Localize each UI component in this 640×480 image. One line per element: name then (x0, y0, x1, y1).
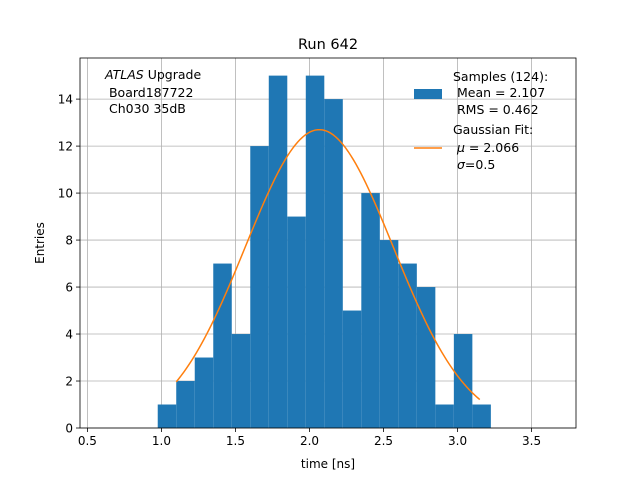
histogram-bar (453, 334, 473, 428)
legend-mu-italic: μ (456, 140, 465, 155)
histogram-bar (287, 216, 306, 428)
x-tick-label: 2.0 (300, 434, 319, 448)
legend-sigma-italic: σ (457, 157, 466, 172)
histogram-bar (268, 75, 288, 428)
legend-fit-title: Gaussian Fit: (453, 122, 533, 137)
legend: Samples (124): Mean = 2.107 RMS = 0.462 … (414, 69, 548, 172)
y-tick-label: 12 (58, 139, 73, 153)
y-tick-label: 14 (58, 92, 73, 106)
annotation-line-2: Board187722 (105, 85, 193, 100)
histogram-bar (379, 240, 399, 428)
histogram-bar (435, 404, 454, 428)
annotation-line-1: ATLAS Upgrade (104, 67, 201, 82)
legend-samples-patch (414, 89, 442, 99)
legend-mu-value: = 2.066 (465, 140, 519, 155)
y-tick-label: 8 (65, 233, 73, 247)
legend-samples-mean: Mean = 2.107 (453, 85, 545, 100)
legend-samples-rms: RMS = 0.462 (453, 102, 539, 117)
x-tick-label: 3.5 (522, 434, 541, 448)
y-tick-label: 10 (58, 186, 73, 200)
plot-frame (79, 57, 577, 429)
y-tick-label: 6 (65, 280, 73, 294)
x-tick-label: 0.5 (78, 434, 97, 448)
y-axis-label: Entries (33, 222, 47, 264)
y-tick-label: 0 (65, 421, 73, 435)
histogram-bar (398, 263, 417, 428)
y-tick-label: 2 (65, 374, 73, 388)
histogram-bar (342, 310, 362, 428)
chart-title: Run 642 (298, 37, 358, 53)
histogram-bar (194, 357, 214, 428)
histogram-bar (361, 193, 380, 428)
x-axis-label: time [ns] (301, 457, 355, 471)
annotation-line-3: Ch030 35dB (105, 101, 186, 116)
y-tick-label: 4 (65, 327, 73, 341)
atlas-annotation: ATLAS Upgrade Board187722 Ch030 35dB (104, 67, 201, 116)
histogram-bar (324, 99, 343, 428)
x-tick-label: 1.0 (152, 434, 171, 448)
annotation-upgrade: Upgrade (144, 67, 202, 82)
histogram-bar (213, 263, 232, 428)
histogram-bar (231, 334, 251, 428)
histogram-bar (305, 75, 325, 428)
histogram-bar (416, 287, 436, 428)
y-axis-ticks: 0 2 4 6 8 10 12 14 (58, 92, 80, 435)
histogram-bar (157, 404, 177, 428)
gaussian-fit-curve (175, 128, 481, 401)
annotation-atlas-italic: ATLAS (104, 67, 144, 82)
legend-sigma-value: =0.5 (465, 157, 495, 172)
histogram-bar (176, 381, 195, 428)
x-tick-label: 1.5 (226, 434, 245, 448)
x-axis-ticks: 0.5 1.0 1.5 2.0 2.5 3.0 3.5 (78, 428, 541, 448)
histogram-bar (250, 146, 269, 428)
legend-samples-title: Samples (124): (453, 69, 548, 84)
x-tick-label: 3.0 (448, 434, 467, 448)
x-tick-label: 2.5 (374, 434, 393, 448)
histogram-bar (472, 404, 491, 428)
legend-fit-mu: μ = 2.066 (453, 140, 519, 155)
legend-fit-sigma: σ=0.5 (453, 157, 495, 172)
